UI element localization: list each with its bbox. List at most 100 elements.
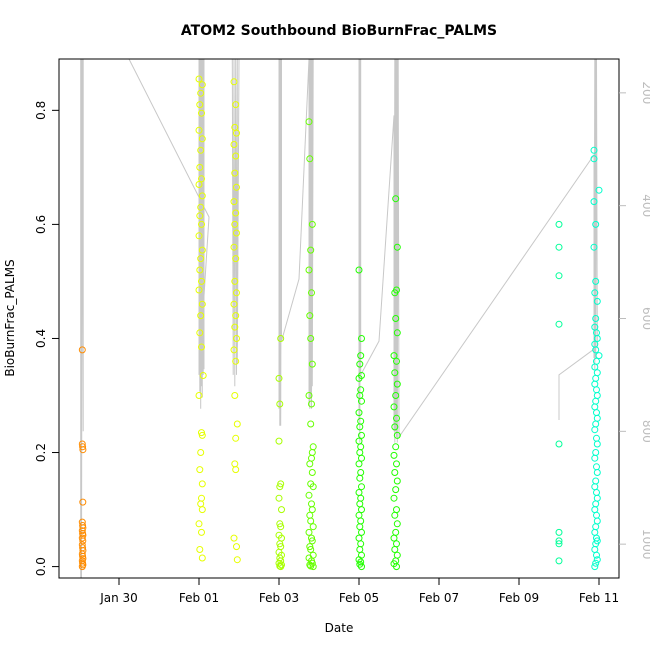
data-point: [391, 423, 399, 431]
data-point: [195, 286, 203, 294]
data-point: [198, 220, 205, 228]
data-point: [555, 272, 563, 280]
x-tick-label: Jan 30: [99, 591, 138, 605]
data-point: [198, 246, 206, 254]
data-point: [277, 335, 285, 342]
data-point: [230, 198, 238, 206]
data-point: [593, 297, 601, 305]
data-point: [307, 517, 315, 525]
data-point: [230, 141, 238, 148]
data-point: [555, 528, 563, 536]
data-point: [390, 494, 398, 502]
y-tick-label: 0.0: [34, 557, 48, 576]
data-point: [592, 220, 600, 228]
data-point: [555, 540, 563, 548]
x-tick-label: Feb 09: [499, 591, 539, 605]
data-point: [232, 152, 240, 160]
data-point: [79, 498, 87, 506]
data-point: [232, 312, 240, 320]
data-point: [233, 543, 240, 551]
data-point: [393, 477, 401, 485]
data-point: [196, 329, 204, 337]
data-point: [392, 486, 400, 494]
data-point: [358, 483, 365, 491]
data-point: [231, 323, 239, 331]
data-point: [79, 446, 87, 454]
data-point: [591, 426, 599, 434]
data-point: [230, 78, 238, 86]
data-point: [393, 380, 401, 388]
x-tick-label: Feb 05: [339, 591, 379, 605]
data-point: [391, 546, 399, 553]
data-point: [358, 454, 365, 462]
data-point: [231, 220, 239, 228]
data-point: [230, 346, 238, 354]
data-point: [277, 563, 285, 571]
data-point: [358, 506, 365, 514]
data-point: [196, 212, 204, 220]
data-point: [198, 554, 206, 562]
data-point: [555, 243, 563, 251]
data-point: [593, 469, 601, 476]
data-point: [78, 346, 86, 354]
data-point: [391, 289, 399, 297]
data-point: [391, 469, 399, 476]
data-point: [78, 563, 86, 571]
data-point: [198, 506, 206, 514]
data-point: [591, 363, 599, 371]
data-point: [79, 522, 87, 529]
data-point: [197, 449, 205, 456]
secondary-y-axis: 200 400 600 800 1000: [619, 81, 650, 559]
data-point: [78, 527, 86, 535]
data-point: [195, 126, 203, 134]
data-point: [593, 556, 601, 564]
data-point: [358, 563, 365, 571]
data-point: [393, 414, 400, 422]
points-layer: [78, 75, 603, 571]
data-point: [390, 352, 398, 360]
data-point: [555, 557, 563, 565]
data-point: [232, 209, 240, 217]
data-point: [231, 392, 239, 399]
data-point: [230, 300, 238, 308]
data-point: [393, 243, 401, 251]
data-point: [308, 537, 316, 545]
data-point: [308, 289, 315, 297]
data-point: [198, 431, 206, 439]
data-point: [555, 320, 563, 328]
y2-tick-label: 200: [640, 81, 650, 104]
y2-tick-label: 600: [640, 307, 650, 330]
data-point: [198, 429, 205, 437]
data-point: [196, 101, 204, 109]
data-point: [233, 556, 241, 564]
data-point: [595, 186, 603, 194]
data-point: [197, 312, 205, 320]
data-point: [307, 335, 315, 342]
data-point: [276, 483, 284, 491]
data-point: [593, 551, 600, 559]
x-tick-label: Feb 01: [179, 591, 219, 605]
data-point: [276, 554, 284, 562]
data-point: [356, 474, 364, 482]
y2-tick-label: 1000: [640, 529, 650, 560]
y-tick-label: 0.2: [34, 443, 48, 462]
data-point: [308, 360, 316, 368]
data-point: [195, 520, 203, 528]
data-point: [358, 431, 365, 439]
data-point: [276, 400, 284, 408]
data-point: [198, 192, 206, 200]
data-point: [276, 520, 284, 528]
x-tick-label: Feb 11: [579, 591, 619, 605]
data-point: [308, 506, 316, 514]
data-point: [391, 511, 399, 519]
data-point: [555, 220, 563, 228]
data-point: [358, 397, 365, 405]
data-point: [232, 357, 240, 365]
data-point: [275, 494, 283, 502]
y-tick-label: 0.8: [34, 101, 48, 120]
data-point: [232, 255, 240, 263]
x-tick-label: Feb 07: [419, 591, 459, 605]
data-point: [355, 409, 363, 417]
